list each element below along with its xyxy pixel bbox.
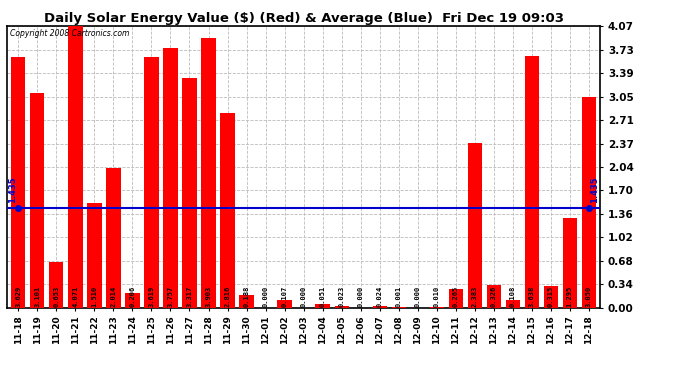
Bar [49, 262, 63, 308]
Bar [68, 26, 83, 308]
Text: 0.107: 0.107 [282, 285, 288, 307]
Bar [126, 293, 139, 308]
Text: 0.000: 0.000 [263, 285, 268, 307]
Text: 0.188: 0.188 [244, 285, 250, 307]
Text: 0.326: 0.326 [491, 285, 497, 307]
Text: 2.816: 2.816 [224, 285, 230, 307]
Text: 4.071: 4.071 [72, 285, 79, 307]
Text: 1.435: 1.435 [8, 176, 17, 203]
Bar [468, 143, 482, 308]
Bar [315, 304, 330, 307]
Bar [335, 306, 348, 308]
Text: 3.101: 3.101 [34, 285, 40, 307]
Text: 0.010: 0.010 [434, 285, 440, 307]
Text: 0.000: 0.000 [415, 285, 421, 307]
Text: 0.001: 0.001 [395, 285, 402, 307]
Text: 0.206: 0.206 [130, 285, 135, 307]
Text: 3.050: 3.050 [586, 285, 592, 307]
Bar [448, 289, 463, 308]
Text: 3.757: 3.757 [168, 285, 173, 307]
Text: 0.000: 0.000 [357, 285, 364, 307]
Bar [486, 285, 501, 308]
Bar [220, 113, 235, 308]
Text: 1.435: 1.435 [591, 176, 600, 203]
Text: 2.383: 2.383 [472, 285, 477, 307]
Bar [506, 300, 520, 307]
Bar [182, 78, 197, 308]
Bar [373, 306, 387, 308]
Text: 1.295: 1.295 [567, 285, 573, 307]
Bar [430, 307, 444, 308]
Bar [239, 294, 254, 307]
Bar [164, 48, 177, 308]
Text: 1.510: 1.510 [91, 285, 97, 307]
Bar [524, 56, 539, 308]
Bar [582, 97, 596, 308]
Text: Copyright 2008 Cartronics.com: Copyright 2008 Cartronics.com [10, 29, 129, 38]
Text: 0.000: 0.000 [301, 285, 306, 307]
Bar [277, 300, 292, 307]
Bar [87, 203, 101, 308]
Bar [201, 38, 216, 308]
Text: 0.024: 0.024 [377, 285, 383, 307]
Bar [30, 93, 44, 308]
Text: 0.051: 0.051 [319, 285, 326, 307]
Bar [11, 57, 26, 308]
Bar [106, 168, 121, 308]
Text: 3.317: 3.317 [186, 285, 193, 307]
Text: 3.903: 3.903 [206, 285, 212, 307]
Text: 0.315: 0.315 [548, 285, 554, 307]
Text: 0.023: 0.023 [339, 285, 344, 307]
Text: 3.638: 3.638 [529, 285, 535, 307]
Text: 0.653: 0.653 [53, 285, 59, 307]
Bar [563, 218, 577, 308]
Text: 3.619: 3.619 [148, 285, 155, 307]
Title: Daily Solar Energy Value ($) (Red) & Average (Blue)  Fri Dec 19 09:03: Daily Solar Energy Value ($) (Red) & Ave… [43, 12, 564, 25]
Text: 0.108: 0.108 [510, 285, 516, 307]
Text: 2.014: 2.014 [110, 285, 117, 307]
Bar [144, 57, 159, 308]
Text: 0.265: 0.265 [453, 285, 459, 307]
Text: 3.629: 3.629 [15, 285, 21, 307]
Bar [544, 286, 558, 308]
